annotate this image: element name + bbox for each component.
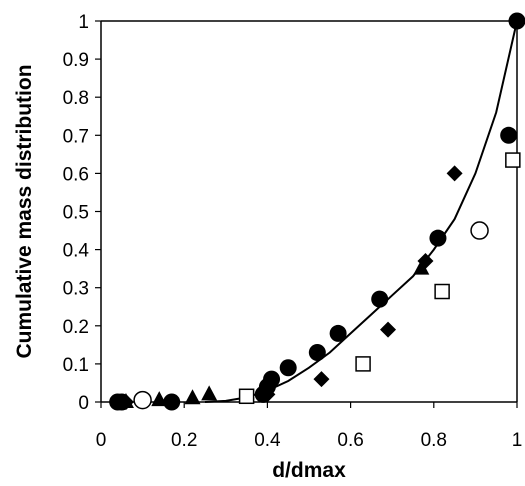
x-tick-label: 0.6	[337, 430, 363, 451]
y-tick-label: 0.6	[63, 164, 89, 185]
filled-circle-point	[500, 126, 518, 144]
filled-triangle-point	[184, 389, 201, 405]
y-tick-label: 0.8	[63, 88, 89, 109]
y-tick-label: 0.9	[63, 50, 89, 71]
y-tick-label: 0.4	[63, 241, 90, 262]
filled-diamond-point	[380, 321, 397, 338]
x-tick-label: 0.8	[421, 430, 447, 451]
filled-circle-point	[279, 359, 297, 377]
y-tick-label: 0.2	[63, 317, 89, 338]
filled-circle-point	[371, 290, 389, 308]
x-tick-label: 0.4	[254, 430, 281, 451]
fit-curve-layer	[204, 20, 518, 403]
filled-triangle-point	[201, 385, 218, 401]
y-tick-label: 0.1	[63, 355, 89, 376]
open-square-point	[238, 388, 255, 405]
y-tick-label: 1	[78, 12, 89, 33]
open-square-point	[505, 152, 521, 168]
x-tick-label: 0	[96, 430, 107, 451]
filled-diamond-point	[313, 371, 330, 388]
filled-triangle-point	[117, 393, 134, 408]
fit-curve	[204, 20, 518, 403]
open-square-point	[355, 356, 371, 372]
filled-diamond-point	[259, 386, 276, 403]
x-axis-title: d/dmax	[272, 459, 346, 482]
y-tick-label: 0.7	[63, 126, 89, 147]
y-tick-label: 0	[78, 393, 89, 414]
y-tick-label: 0.5	[63, 203, 89, 224]
plot-area	[100, 20, 518, 403]
open-circle-point	[470, 221, 489, 240]
filled-circle-point	[163, 393, 181, 411]
filled-triangle-point	[413, 259, 430, 275]
filled-circle-point	[329, 324, 347, 342]
x-axis-ticks: 0 0.2 0.4 0.6 0.8 1	[96, 402, 523, 451]
y-tick-label: 0.3	[63, 279, 89, 300]
data-markers	[109, 12, 525, 411]
filled-circle-point	[508, 12, 525, 30]
y-axis-title: Cumulative mass distribution	[13, 64, 36, 358]
filled-circle-point	[308, 343, 326, 361]
x-tick-label: 1	[512, 430, 523, 451]
filled-circle-point	[429, 229, 447, 247]
y-axis-ticks: 0 0.1 0.2 0.3 0.4 0.5 0.6 0.7 0.8 0.9 1	[63, 12, 101, 414]
x-tick-label: 0.2	[171, 430, 197, 451]
open-circle-point	[133, 390, 152, 410]
filled-triangle-point	[151, 391, 168, 407]
filled-circle-point	[263, 370, 281, 388]
filled-diamond-point	[446, 165, 463, 182]
open-square-point	[434, 283, 450, 300]
